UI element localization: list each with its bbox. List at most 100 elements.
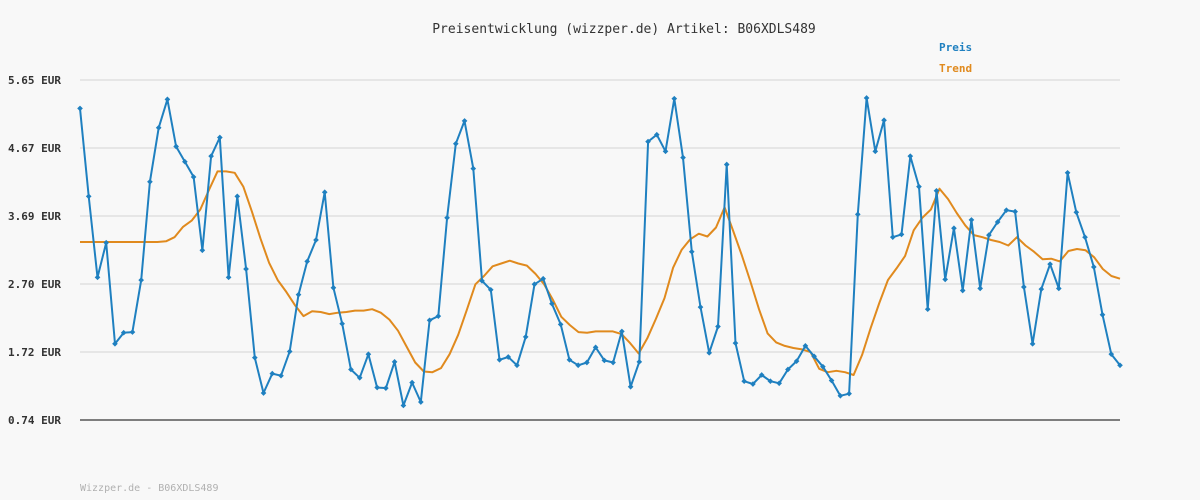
preis-point[interactable] bbox=[610, 359, 616, 366]
preis-point[interactable] bbox=[286, 348, 293, 355]
preis-point[interactable] bbox=[1029, 340, 1036, 347]
preis-point[interactable] bbox=[881, 117, 887, 124]
preis-point[interactable] bbox=[1064, 169, 1071, 176]
preis-point[interactable] bbox=[164, 96, 171, 103]
preis-point[interactable] bbox=[653, 131, 660, 138]
legend-item-preis[interactable]: Preis bbox=[939, 41, 972, 54]
preis-point[interactable] bbox=[986, 232, 992, 238]
preis-point[interactable] bbox=[1047, 261, 1053, 268]
preis-point[interactable] bbox=[173, 143, 179, 150]
preis-point[interactable] bbox=[522, 334, 529, 340]
preis-point[interactable] bbox=[470, 165, 477, 172]
preis-point[interactable] bbox=[77, 105, 83, 112]
preis-point[interactable] bbox=[155, 124, 162, 131]
preis-point[interactable] bbox=[496, 356, 503, 363]
preis-point[interactable] bbox=[1073, 209, 1080, 216]
preis-point[interactable] bbox=[85, 193, 92, 200]
preis-point[interactable] bbox=[584, 359, 590, 366]
preis-point[interactable] bbox=[147, 178, 153, 185]
preis-point[interactable] bbox=[942, 276, 949, 283]
preis-point[interactable] bbox=[269, 370, 276, 377]
preis-point[interactable] bbox=[619, 328, 625, 335]
preis-point[interactable] bbox=[837, 392, 844, 399]
preis-point[interactable] bbox=[697, 304, 704, 310]
preis-point[interactable] bbox=[505, 354, 512, 360]
preis-point[interactable] bbox=[863, 95, 870, 101]
preis-point[interactable] bbox=[1021, 284, 1027, 290]
preis-point[interactable] bbox=[129, 329, 136, 335]
preis-point[interactable] bbox=[383, 385, 389, 391]
preis-point[interactable] bbox=[348, 366, 354, 373]
preis-point[interactable] bbox=[400, 402, 407, 409]
legend-item-trend[interactable]: Trend bbox=[939, 62, 972, 75]
preis-point[interactable] bbox=[820, 363, 826, 370]
preis-point[interactable] bbox=[103, 239, 110, 246]
preis-point[interactable] bbox=[225, 274, 232, 281]
preis-point[interactable] bbox=[645, 138, 651, 145]
preis-point[interactable] bbox=[260, 390, 267, 396]
preis-point[interactable] bbox=[732, 340, 739, 346]
preis-point[interactable] bbox=[112, 340, 118, 347]
preis-point[interactable] bbox=[557, 321, 564, 328]
preis-point[interactable] bbox=[234, 193, 241, 200]
preis-point[interactable] bbox=[190, 174, 197, 180]
preis-point[interactable] bbox=[1108, 351, 1115, 358]
preis-point[interactable] bbox=[741, 378, 748, 385]
preis-point[interactable] bbox=[94, 274, 101, 281]
preis-point[interactable] bbox=[776, 380, 783, 387]
preis-point[interactable] bbox=[1012, 208, 1018, 215]
preis-point[interactable] bbox=[321, 189, 328, 196]
preis-point[interactable] bbox=[715, 323, 721, 330]
preis-point[interactable] bbox=[304, 258, 311, 265]
preis-point[interactable] bbox=[251, 354, 258, 361]
preis-point[interactable] bbox=[1117, 362, 1123, 369]
preis-point[interactable] bbox=[601, 357, 608, 364]
preis-point[interactable] bbox=[217, 134, 223, 141]
preis-point[interactable] bbox=[846, 390, 852, 397]
preis-point[interactable] bbox=[479, 277, 485, 284]
preis-point[interactable] bbox=[636, 359, 643, 365]
preis-point[interactable] bbox=[977, 285, 983, 292]
preis-point[interactable] bbox=[758, 372, 765, 378]
preis-point[interactable] bbox=[444, 214, 450, 221]
preis-point[interactable] bbox=[452, 140, 459, 147]
preis-point[interactable] bbox=[680, 154, 686, 161]
preis-point[interactable] bbox=[951, 225, 957, 232]
preis-point[interactable] bbox=[1055, 285, 1062, 292]
preis-point[interactable] bbox=[907, 153, 914, 159]
preis-point[interactable] bbox=[243, 266, 249, 272]
preis-point[interactable] bbox=[671, 95, 678, 102]
preis-point[interactable] bbox=[723, 161, 730, 168]
preis-point[interactable] bbox=[889, 234, 896, 241]
preis-point[interactable] bbox=[295, 291, 302, 298]
preis-point[interactable] bbox=[916, 183, 922, 190]
preis-point[interactable] bbox=[802, 343, 809, 349]
preis-point[interactable] bbox=[278, 372, 284, 379]
preis-point[interactable] bbox=[356, 374, 363, 381]
preis-point[interactable] bbox=[365, 351, 372, 358]
preis-point[interactable] bbox=[1038, 286, 1045, 292]
preis-point[interactable] bbox=[1099, 311, 1106, 318]
preis-point[interactable] bbox=[426, 317, 433, 324]
preis-point[interactable] bbox=[339, 320, 345, 327]
preis-point[interactable] bbox=[898, 231, 905, 238]
preis-point[interactable] bbox=[706, 350, 713, 356]
preis-point[interactable] bbox=[313, 237, 319, 243]
preis-point[interactable] bbox=[1090, 264, 1097, 270]
preis-point[interactable] bbox=[461, 118, 468, 124]
preis-point[interactable] bbox=[540, 275, 546, 282]
preis-point[interactable] bbox=[959, 287, 966, 294]
preis-point[interactable] bbox=[138, 277, 144, 283]
preis-point[interactable] bbox=[924, 306, 931, 313]
preis-point[interactable] bbox=[592, 344, 599, 351]
preis-point[interactable] bbox=[374, 384, 380, 391]
preis-point[interactable] bbox=[1082, 234, 1088, 241]
preis-point[interactable] bbox=[418, 399, 424, 405]
preis-point[interactable] bbox=[688, 248, 695, 255]
preis-point[interactable] bbox=[872, 148, 879, 155]
preis-point[interactable] bbox=[750, 381, 756, 387]
preis-point[interactable] bbox=[330, 284, 337, 291]
preis-point[interactable] bbox=[627, 383, 634, 390]
preis-point[interactable] bbox=[199, 247, 206, 254]
preis-point[interactable] bbox=[391, 359, 398, 365]
